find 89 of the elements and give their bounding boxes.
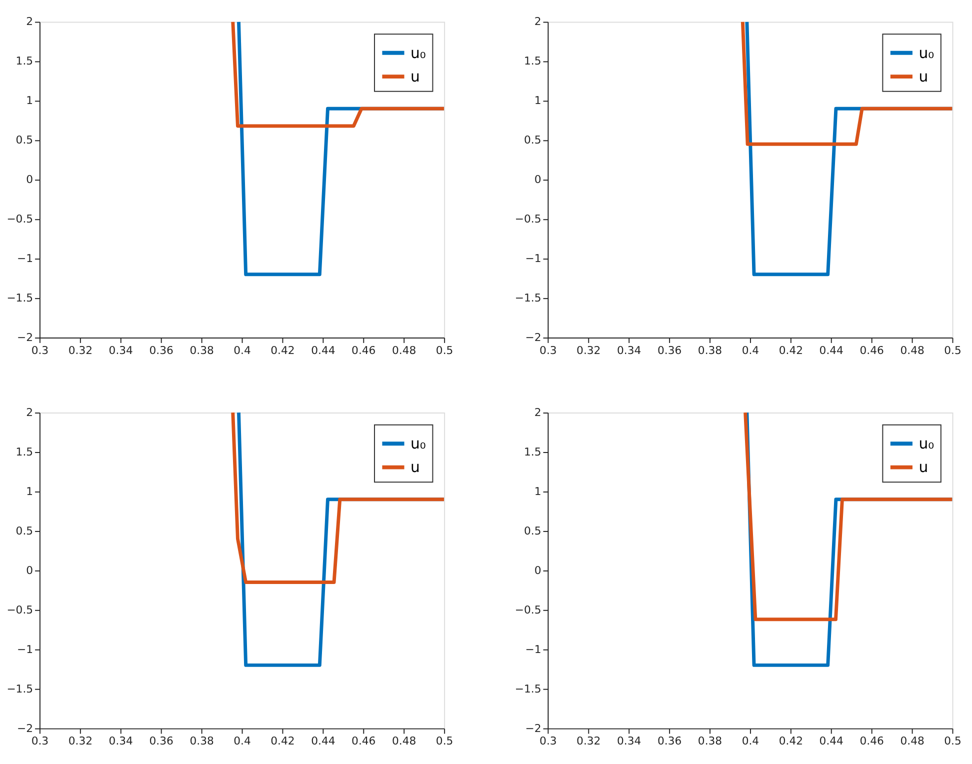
x-tick-label: 0.48 bbox=[392, 734, 416, 748]
x-tick-label: 0.46 bbox=[352, 734, 376, 748]
y-tick-label: 2 bbox=[26, 406, 34, 419]
x-tick-label: 0.46 bbox=[352, 344, 376, 357]
y-tick-label: 2 bbox=[26, 15, 34, 28]
y-tick-label: 0.5 bbox=[16, 134, 34, 147]
legend-label: u₀ bbox=[918, 44, 934, 62]
y-tick-label: 1 bbox=[26, 484, 34, 498]
x-tick-label: 0.42 bbox=[270, 344, 295, 357]
y-tick-label: −1 bbox=[17, 252, 34, 266]
y-tick-label: −2 bbox=[525, 331, 542, 344]
y-tick-label: 2 bbox=[534, 15, 542, 28]
x-tick-label: 0.4 bbox=[742, 734, 760, 748]
y-tick-label: 0 bbox=[534, 173, 542, 186]
x-tick-label: 0.46 bbox=[860, 344, 884, 357]
y-tick-label: −1.5 bbox=[514, 682, 542, 696]
y-tick-label: −0.5 bbox=[6, 212, 34, 226]
x-tick-label: 0.48 bbox=[900, 734, 924, 748]
x-tick-label: 0.38 bbox=[698, 734, 722, 748]
y-tick-label: −2 bbox=[525, 722, 542, 735]
y-tick-label: −1.5 bbox=[6, 292, 34, 305]
legend-label: u₀ bbox=[410, 44, 426, 62]
x-tick-label: 0.34 bbox=[108, 344, 134, 357]
y-tick-label: 1 bbox=[26, 94, 34, 108]
x-tick-label: 0.4 bbox=[234, 344, 251, 357]
y-tick-label: 0 bbox=[26, 173, 34, 186]
y-tick-label: −0.5 bbox=[514, 212, 542, 226]
x-tick-label: 0.48 bbox=[900, 344, 924, 357]
y-tick-label: −0.5 bbox=[6, 603, 34, 616]
y-tick-label: 1.5 bbox=[16, 445, 34, 458]
y-tick-label: 1 bbox=[534, 94, 542, 108]
x-tick-label: 0.5 bbox=[944, 734, 962, 748]
line-series bbox=[231, 412, 444, 584]
y-tick-label: 1.5 bbox=[16, 54, 34, 68]
x-tick-label: 0.34 bbox=[617, 344, 642, 357]
x-tick-label: 0.32 bbox=[68, 734, 92, 748]
x-tick-label: 0.38 bbox=[698, 344, 722, 357]
y-tick-label: −1 bbox=[525, 642, 542, 656]
y-tick-label: 0.5 bbox=[524, 134, 542, 147]
y-tick-label: 0 bbox=[534, 564, 542, 577]
legend-label: u bbox=[410, 459, 420, 476]
x-tick-label: 0.44 bbox=[311, 344, 336, 357]
y-tick-label: −1 bbox=[525, 252, 542, 266]
x-tick-label: 0.34 bbox=[108, 734, 134, 748]
y-tick-label: −1.5 bbox=[514, 292, 542, 305]
x-tick-label: 0.42 bbox=[778, 734, 803, 748]
x-tick-label: 0.36 bbox=[657, 344, 682, 357]
y-tick-label: −1.5 bbox=[6, 682, 34, 696]
x-tick-label: 0.5 bbox=[436, 344, 454, 357]
x-tick-label: 0.42 bbox=[270, 734, 295, 748]
x-tick-label: 0.44 bbox=[311, 734, 336, 748]
x-tick-label: 0.34 bbox=[617, 734, 642, 748]
x-tick-label: 0.5 bbox=[436, 734, 454, 748]
legend-label: u bbox=[410, 68, 420, 86]
x-tick-label: 0.4 bbox=[742, 344, 760, 357]
y-tick-label: 1 bbox=[534, 484, 542, 498]
y-tick-label: 1.5 bbox=[524, 445, 542, 458]
x-tick-label: 0.4 bbox=[234, 734, 251, 748]
x-tick-label: 0.36 bbox=[657, 734, 682, 748]
legend-label: u₀ bbox=[918, 436, 934, 453]
x-tick-label: 0.44 bbox=[819, 734, 844, 748]
y-tick-label: 2 bbox=[534, 406, 542, 419]
y-tick-label: 0.5 bbox=[16, 524, 34, 538]
x-tick-label: 0.36 bbox=[149, 344, 174, 357]
legend-label: u bbox=[918, 459, 928, 476]
legend-label: u bbox=[918, 68, 928, 86]
x-tick-label: 0.42 bbox=[778, 344, 803, 357]
y-tick-label: 0.5 bbox=[524, 524, 542, 538]
y-tick-label: −2 bbox=[17, 331, 34, 344]
x-tick-label: 0.38 bbox=[190, 344, 214, 357]
x-tick-label: 0.32 bbox=[576, 734, 601, 748]
x-tick-label: 0.32 bbox=[68, 344, 92, 357]
x-tick-label: 0.36 bbox=[149, 734, 174, 748]
y-tick-label: −2 bbox=[17, 722, 34, 735]
y-tick-label: 0 bbox=[26, 564, 34, 577]
x-tick-label: 0.3 bbox=[540, 344, 557, 357]
x-tick-label: 0.44 bbox=[819, 344, 844, 357]
x-tick-label: 0.3 bbox=[31, 344, 49, 357]
x-tick-label: 0.48 bbox=[392, 344, 416, 357]
y-tick-label: −0.5 bbox=[514, 603, 542, 616]
y-tick-label: −1 bbox=[17, 642, 34, 656]
x-tick-label: 0.38 bbox=[190, 734, 214, 748]
x-tick-label: 0.32 bbox=[576, 344, 601, 357]
x-tick-label: 0.5 bbox=[944, 344, 962, 357]
x-tick-label: 0.46 bbox=[860, 734, 884, 748]
legend-label: u₀ bbox=[410, 436, 426, 453]
x-tick-label: 0.3 bbox=[540, 734, 557, 748]
x-tick-label: 0.3 bbox=[31, 734, 49, 748]
y-tick-label: 1.5 bbox=[524, 54, 542, 68]
